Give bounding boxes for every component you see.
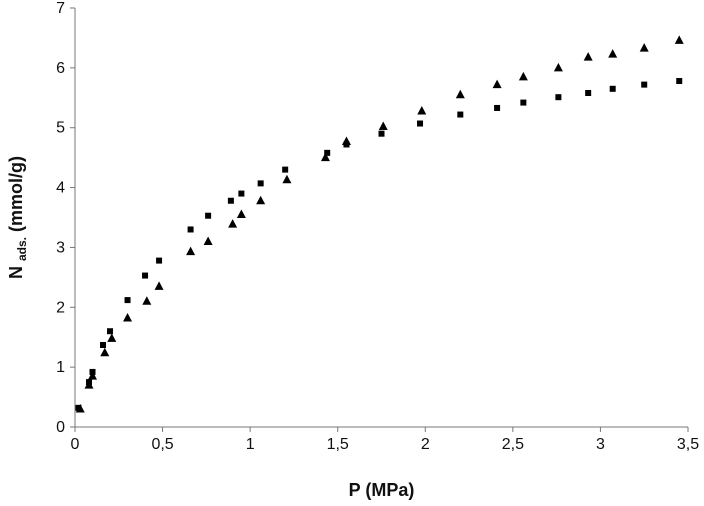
square-marker xyxy=(238,190,245,197)
triangle-marker xyxy=(492,79,502,89)
square-marker xyxy=(676,78,683,85)
x-tick-label: 2 xyxy=(421,436,430,453)
x-axis-title: P (MPa) xyxy=(349,480,415,500)
square-marker xyxy=(107,328,114,335)
x-tick-label: 1 xyxy=(246,436,255,453)
square-marker xyxy=(609,85,616,92)
triangle-marker xyxy=(186,246,196,256)
x-axis-ticks: 0 0,5 1 1,5 2 2,5 3 3,5 xyxy=(71,427,699,453)
triangle-marker xyxy=(455,89,465,99)
x-tick-label: 2,5 xyxy=(502,436,524,453)
triangle-marker xyxy=(88,371,98,380)
square-marker xyxy=(205,212,212,219)
triangle-marker xyxy=(320,152,330,162)
triangle-marker xyxy=(154,281,164,290)
y-axis-title-main: N xyxy=(6,266,26,279)
triangle-marker xyxy=(553,62,563,72)
square-marker xyxy=(555,94,562,101)
y-tick-label: 1 xyxy=(56,359,65,376)
square-marker xyxy=(156,257,163,264)
x-tick-label: 0,5 xyxy=(151,436,173,453)
square-marker xyxy=(641,81,648,88)
series-square xyxy=(75,78,683,411)
triangle-marker xyxy=(75,404,85,413)
y-tick-label: 5 xyxy=(56,120,65,137)
series-triangle xyxy=(75,35,684,413)
triangle-marker xyxy=(142,296,152,305)
triangle-marker xyxy=(107,333,117,342)
square-marker xyxy=(324,149,331,156)
triangle-marker xyxy=(378,121,388,131)
data-series xyxy=(75,35,684,413)
square-marker xyxy=(100,341,107,348)
y-tick-label: 2 xyxy=(56,299,65,316)
triangle-marker xyxy=(256,195,266,205)
triangle-marker xyxy=(236,209,246,219)
square-marker xyxy=(520,99,527,106)
square-marker xyxy=(585,89,592,96)
triangle-marker xyxy=(583,52,593,61)
triangle-marker xyxy=(100,347,110,357)
y-axis-title-subscript: ads. xyxy=(15,237,29,261)
y-tick-label: 6 xyxy=(56,60,65,77)
x-tick-label: 0 xyxy=(71,436,80,453)
triangle-marker xyxy=(417,105,427,115)
square-marker xyxy=(282,166,289,173)
triangle-marker xyxy=(518,71,528,81)
triangle-marker xyxy=(639,43,649,52)
y-axis-title-suffix: (mmol/g) xyxy=(6,156,26,232)
y-tick-label: 0 xyxy=(56,419,65,436)
square-marker xyxy=(124,297,131,304)
triangle-marker xyxy=(203,236,213,245)
x-tick-label: 3,5 xyxy=(677,436,699,453)
y-axis-ticks: 0 1 2 3 4 5 6 7 xyxy=(56,0,75,436)
triangle-marker xyxy=(228,219,238,228)
square-marker xyxy=(457,111,464,118)
y-tick-label: 7 xyxy=(56,0,65,17)
square-marker xyxy=(142,272,149,279)
square-marker xyxy=(494,104,501,111)
square-marker xyxy=(378,130,385,137)
triangle-marker xyxy=(608,49,618,58)
square-marker xyxy=(257,180,264,187)
triangle-marker xyxy=(84,380,94,389)
square-marker xyxy=(227,197,234,204)
square-marker xyxy=(417,120,424,127)
square-marker xyxy=(187,226,194,233)
triangle-marker xyxy=(341,136,351,145)
y-axis-title: N ads. (mmol/g) xyxy=(6,156,30,279)
x-tick-label: 1,5 xyxy=(327,436,349,453)
triangle-marker xyxy=(674,35,684,44)
triangle-marker xyxy=(123,313,133,322)
x-tick-label: 3 xyxy=(596,436,605,453)
triangle-marker xyxy=(282,174,292,184)
y-tick-label: 3 xyxy=(56,239,65,256)
y-tick-label: 4 xyxy=(56,180,65,197)
